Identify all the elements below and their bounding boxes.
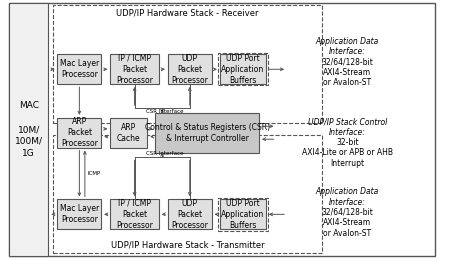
Text: Application Data: Application Data bbox=[315, 187, 378, 196]
FancyBboxPatch shape bbox=[219, 54, 265, 84]
Text: Interface:: Interface: bbox=[328, 47, 365, 56]
Text: Interrupt: Interrupt bbox=[330, 159, 364, 168]
FancyBboxPatch shape bbox=[168, 54, 211, 84]
Text: MAC

10M/
100M/
1G: MAC 10M/ 100M/ 1G bbox=[15, 102, 43, 157]
Text: AXI4-Stream: AXI4-Stream bbox=[323, 218, 370, 227]
FancyBboxPatch shape bbox=[155, 113, 258, 153]
FancyBboxPatch shape bbox=[57, 199, 101, 229]
Text: ARP
Packet
Processor: ARP Packet Processor bbox=[61, 117, 98, 148]
Text: Control & Status Registers (CSR)
& Interrupt Controller: Control & Status Registers (CSR) & Inter… bbox=[144, 123, 269, 143]
FancyBboxPatch shape bbox=[57, 54, 101, 84]
FancyBboxPatch shape bbox=[57, 118, 101, 148]
Text: Application Data: Application Data bbox=[315, 37, 378, 46]
Text: IP / ICMP
Packet
Processor: IP / ICMP Packet Processor bbox=[116, 54, 153, 85]
Text: 32/64/128-bit: 32/64/128-bit bbox=[321, 208, 372, 217]
Text: UDP/IP Hardware Stack - Receiver: UDP/IP Hardware Stack - Receiver bbox=[116, 8, 258, 17]
Text: UDP/IP Hardware Stack - Transmitter: UDP/IP Hardware Stack - Transmitter bbox=[111, 240, 263, 249]
Text: Interface:: Interface: bbox=[328, 128, 365, 136]
FancyBboxPatch shape bbox=[9, 3, 48, 256]
FancyBboxPatch shape bbox=[168, 199, 211, 229]
Text: ARP
Cache: ARP Cache bbox=[117, 123, 140, 143]
Text: Mac Layer
Processor: Mac Layer Processor bbox=[60, 59, 99, 79]
Text: 32/64/128-bit: 32/64/128-bit bbox=[321, 58, 372, 67]
FancyBboxPatch shape bbox=[219, 199, 265, 229]
Text: UDP
Packet
Processor: UDP Packet Processor bbox=[171, 199, 208, 230]
Text: CSR Interface: CSR Interface bbox=[146, 152, 183, 156]
Text: Mac Layer
Processor: Mac Layer Processor bbox=[60, 204, 99, 224]
FancyBboxPatch shape bbox=[110, 54, 158, 84]
Text: IP / ICMP
Packet
Processor: IP / ICMP Packet Processor bbox=[116, 199, 153, 230]
Text: CSR Interface: CSR Interface bbox=[146, 109, 183, 114]
Text: Interface:: Interface: bbox=[328, 198, 365, 206]
Text: 32-bit: 32-bit bbox=[335, 138, 358, 147]
Text: UDP
Packet
Processor: UDP Packet Processor bbox=[171, 54, 208, 85]
Text: UDP Port
Application
Buffers: UDP Port Application Buffers bbox=[221, 199, 264, 230]
Text: ICMP: ICMP bbox=[87, 171, 101, 176]
FancyBboxPatch shape bbox=[110, 199, 158, 229]
Text: AXI4-Lite or APB or AHB: AXI4-Lite or APB or AHB bbox=[301, 148, 392, 157]
Text: UDP/IP Stack Control: UDP/IP Stack Control bbox=[307, 117, 386, 126]
Text: UDP Port
Application
Buffers: UDP Port Application Buffers bbox=[221, 54, 264, 85]
Text: or Avalon-ST: or Avalon-ST bbox=[323, 78, 370, 87]
Text: or Avalon-ST: or Avalon-ST bbox=[323, 229, 370, 238]
FancyBboxPatch shape bbox=[110, 118, 147, 148]
Text: AXI4-Stream: AXI4-Stream bbox=[323, 68, 370, 77]
